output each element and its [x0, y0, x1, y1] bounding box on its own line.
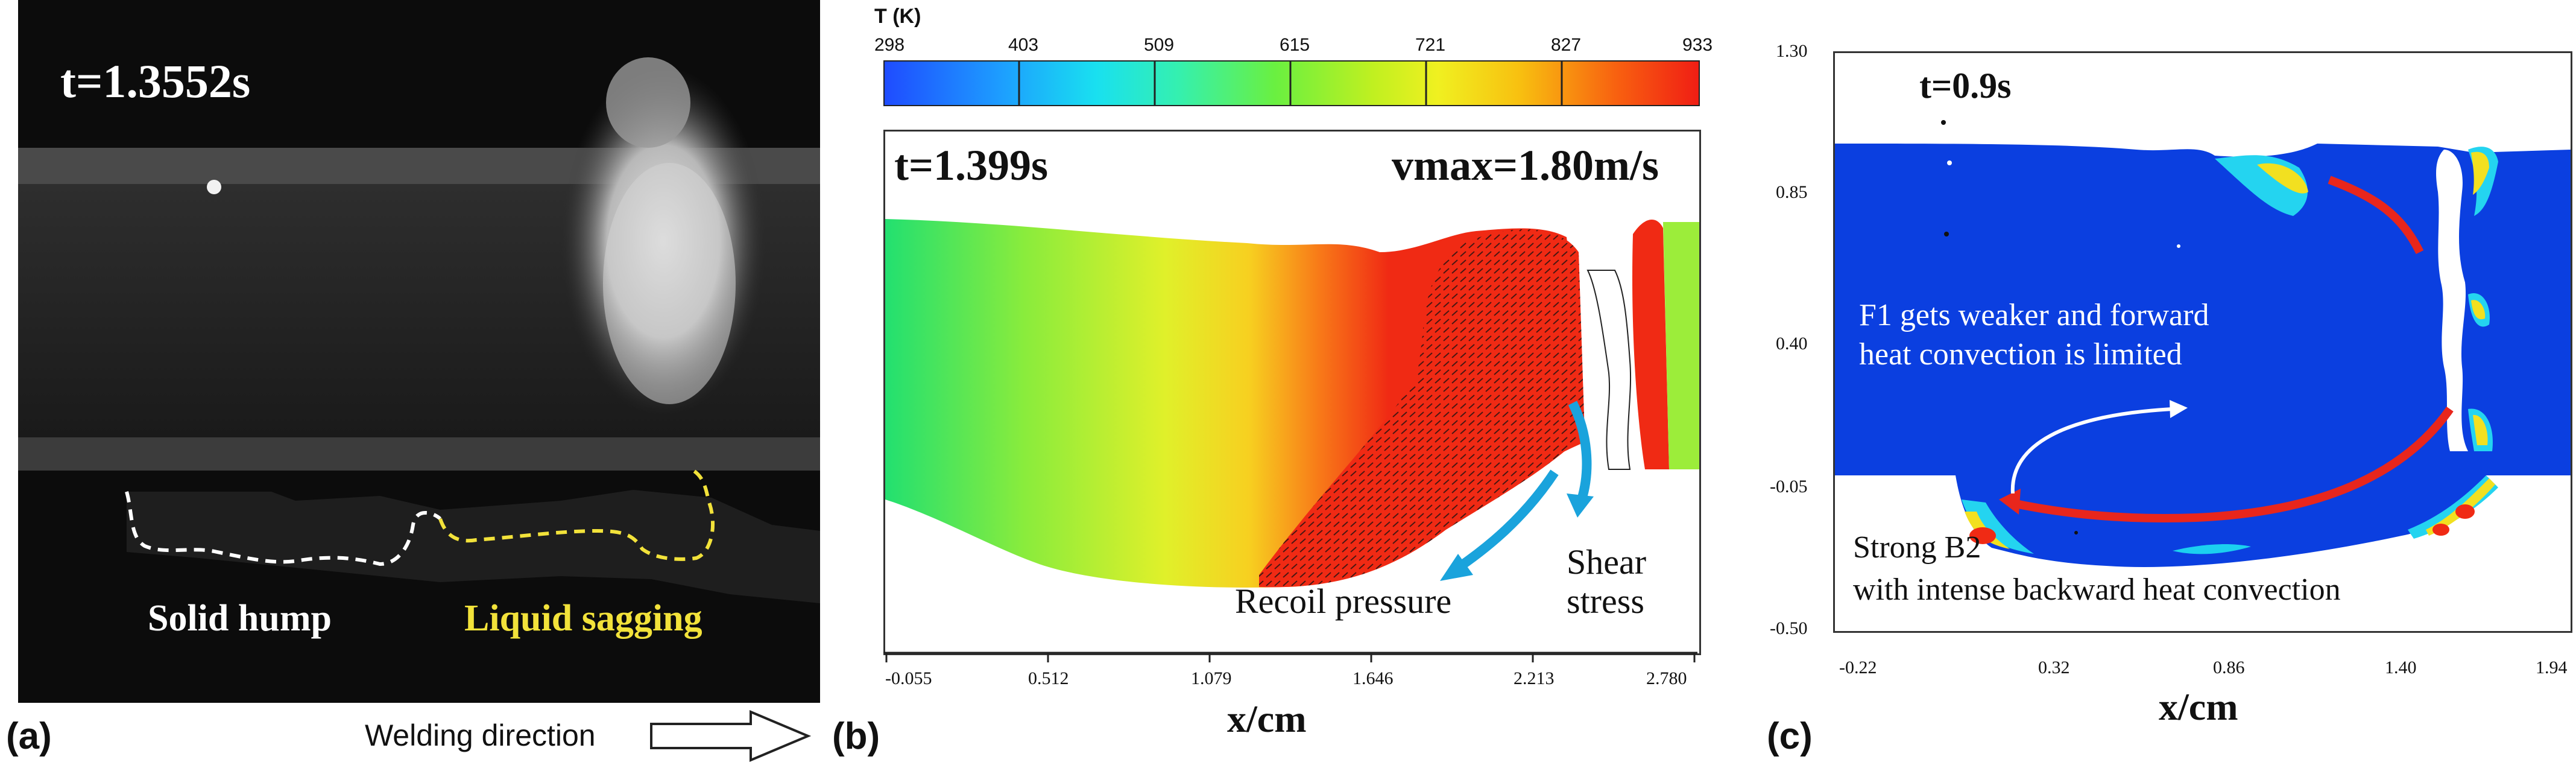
panel-c-xlabel: x/cm [2159, 685, 2238, 728]
panel-b-field [885, 219, 1699, 588]
solid-hump-outline [125, 491, 442, 566]
recoil-pressure-label: Recoil pressure [1235, 582, 1452, 621]
shear-stress-arrow-icon [1568, 401, 1592, 501]
y-tick: 0.40 [1776, 334, 1808, 354]
panel-b-xlabel: x/cm [1227, 697, 1307, 740]
colorbar-title: T (K) [874, 5, 921, 28]
panel-a: t=1.3552s Solid hump Liquid sagging [18, 0, 820, 703]
x-tick: -0.22 [1839, 658, 1877, 677]
welding-direction-arrow-icon [650, 709, 812, 763]
panel-c-time: t=0.9s [1919, 66, 2012, 106]
welding-direction-label: Welding direction [365, 718, 596, 752]
x-tick: 2.213 [1514, 668, 1555, 688]
b2-flow-arrow-icon [2009, 406, 2454, 522]
x-tick: -0.055 [885, 668, 932, 688]
f1-flow-arrow-icon [2328, 176, 2424, 255]
colorbar-tick: 933 [1682, 35, 1713, 55]
panel-c-frame: t=0.9s F1 gets weaker and forward heat c… [1833, 51, 2572, 633]
panel-b-x-axis [883, 652, 1697, 662]
b2-annotation-line2: with intense backward heat convection [1853, 573, 2341, 607]
panel-b-vmax: vmax=1.80m/s [1392, 141, 1659, 189]
shear-stress-label-line2: stress [1567, 582, 1644, 621]
panel-b-label: (b) [832, 715, 880, 757]
recoil-pressure-arrow-icon [1449, 469, 1559, 576]
liquid-sagging-outline [438, 469, 715, 561]
colorbar-tick: 827 [1551, 35, 1582, 55]
x-tick: 1.646 [1353, 668, 1394, 688]
b2-annotation-line1: Strong B2 [1853, 530, 1981, 565]
y-tick: 1.30 [1776, 41, 1808, 61]
x-tick: 0.86 [2213, 658, 2245, 677]
colorbar-dividers [1018, 60, 1563, 105]
x-tick: 0.32 [2038, 658, 2070, 677]
liquid-sagging-label: Liquid sagging [464, 598, 702, 639]
panel-c-label: (c) [1767, 715, 1813, 757]
panel-c-field [1835, 120, 2571, 567]
panel-b-time: t=1.399s [894, 141, 1049, 189]
colorbar-tick: 721 [1415, 35, 1446, 55]
plate-bottom-bar [18, 437, 820, 471]
colorbar-tick: 615 [1280, 35, 1310, 55]
white-flow-arrow-icon [2010, 407, 2173, 494]
x-tick: 1.079 [1191, 668, 1232, 688]
y-tick: 0.85 [1776, 182, 1808, 202]
colorbar-tick: 298 [874, 35, 905, 55]
f1-annotation-line2: heat convection is limited [1859, 337, 2182, 372]
x-tick: 1.94 [2536, 658, 2568, 677]
f1-annotation-line1: F1 gets weaker and forward [1859, 298, 2209, 332]
y-tick: -0.50 [1770, 618, 1808, 638]
colorbar-tick: 403 [1008, 35, 1039, 55]
y-tick: -0.05 [1770, 477, 1808, 496]
panel-a-time: t=1.3552s [60, 55, 251, 107]
solid-hump-label: Solid hump [148, 598, 332, 639]
panel-a-photo [18, 57, 820, 603]
colorbar-tick: 509 [1144, 35, 1175, 55]
panel-b-frame: t=1.399s vmax=1.80m/s Recoil pressure Sh… [883, 130, 1701, 655]
shear-stress-label-line1: Shear [1567, 542, 1647, 582]
x-tick: 1.40 [2385, 658, 2417, 677]
panel-a-label: (a) [6, 715, 52, 757]
x-tick: 0.512 [1028, 668, 1069, 688]
x-tick: 2.780 [1646, 668, 1687, 688]
